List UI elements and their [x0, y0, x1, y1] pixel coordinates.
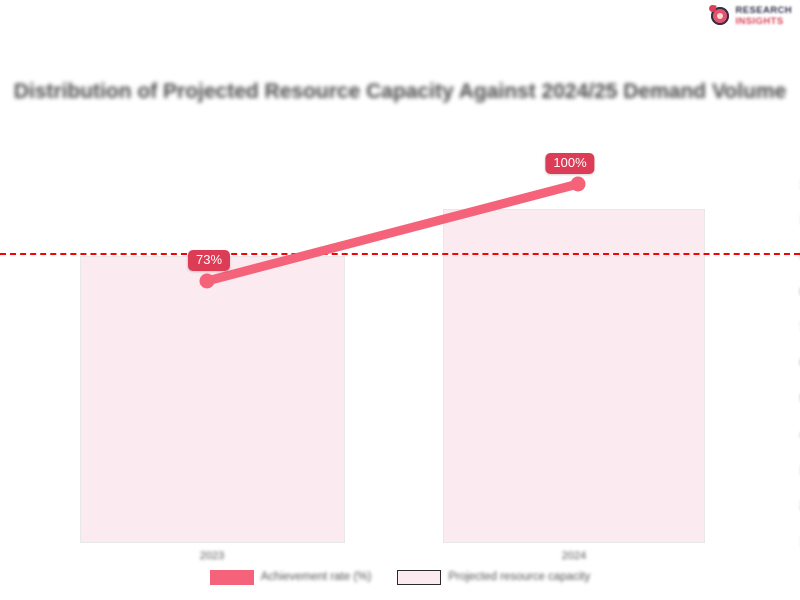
- legend-label: Projected resource capacity: [448, 570, 591, 583]
- legend-item-line-series[interactable]: Achievement rate (%): [209, 570, 372, 585]
- plot-area: 73% 100% 8,000 7,000 6,000 5,000 4,000 3…: [0, 153, 800, 562]
- data-label-2023: 73%: [187, 250, 231, 272]
- bar-series-item: [80, 256, 345, 543]
- data-label-2024: 100%: [545, 153, 595, 175]
- logo-line-1: RESEARCH: [735, 5, 792, 16]
- brand-logo: RESEARCH INSIGHTS: [708, 2, 792, 30]
- legend-swatch-icon: [209, 570, 254, 585]
- logo-line-2: INSIGHTS: [735, 15, 784, 27]
- legend-label: Achievement rate (%): [260, 570, 372, 583]
- legend-swatch-icon: [397, 570, 442, 585]
- chart-title: Distribution of Projected Resource Capac…: [13, 80, 787, 103]
- line-marker: [570, 176, 586, 192]
- chart-legend: Achievement rate (%) Projected resource …: [0, 570, 800, 585]
- logo-wordmark: RESEARCH INSIGHTS: [735, 6, 792, 26]
- reference-line: [0, 253, 800, 255]
- x-axis-category-label: 2023: [199, 550, 225, 562]
- x-axis-category-label: 2024: [561, 550, 587, 562]
- bar-series-item: [443, 209, 705, 543]
- legend-item-bar-series[interactable]: Projected resource capacity: [397, 570, 590, 585]
- floral-circle-logo-icon: [708, 4, 731, 27]
